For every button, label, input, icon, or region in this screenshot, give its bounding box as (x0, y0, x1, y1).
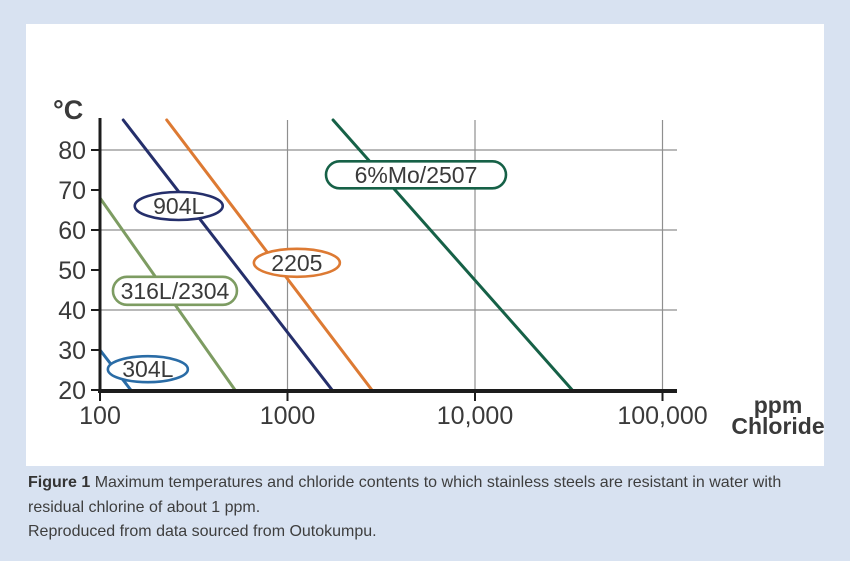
caption-body: Maximum temperatures and chloride conten… (28, 474, 782, 516)
y-tick-label-40: 40 (58, 297, 86, 325)
series-bubble-316L/2304 (111, 275, 239, 307)
x-axis-unit-label-2: Chloride (731, 413, 824, 439)
series-bubble-label-2205: 2205 (271, 250, 322, 276)
series-bubble-label-304L: 304L (122, 356, 173, 382)
y-tick-label-70: 70 (58, 177, 86, 205)
series-bubble-label-6%Mo/2507: 6%Mo/2507 (355, 162, 478, 188)
series-bubble-904L (133, 190, 225, 222)
caption-label: Figure 1 (28, 474, 91, 491)
caption-text: Figure 1 Maximum temperatures and chlori… (28, 471, 816, 520)
series-line-904L (121, 118, 334, 392)
caption-source: Reproduced from data sourced from Outoku… (28, 523, 377, 540)
series-bubble-label-316L/2304: 316L/2304 (121, 278, 230, 304)
x-tick-label-10,000: 10,000 (437, 402, 513, 430)
x-tick-label-1000: 1000 (260, 402, 316, 430)
y-tick-label-80: 80 (58, 137, 86, 165)
y-tick-label-30: 30 (58, 337, 86, 365)
y-axis-unit-label: °C (53, 95, 83, 125)
x-axis-unit-label-1: ppm (754, 392, 803, 418)
y-tick-label-50: 50 (58, 257, 86, 285)
x-tick-label-100: 100 (79, 402, 121, 430)
series-bubble-label-904L: 904L (153, 193, 204, 219)
temperature-chloride-chart: 20 30 40 50 60 70 80 100 1000 10,000 100,000 °C ppmC… (53, 95, 824, 439)
y-tick-label-20: 20 (58, 377, 86, 405)
series-bubble-2205 (252, 247, 342, 279)
y-tick-label-60: 60 (58, 217, 86, 245)
x-tick-label-100,000: 100,000 (617, 402, 707, 430)
series-bubble-304L (106, 354, 190, 384)
figure-panel: 20 30 40 50 60 70 80 100 1000 10,000 100,000 °C ppm C… (26, 24, 824, 466)
series-bubble-6%Mo/2507 (324, 160, 508, 190)
figure-caption: Figure 1 Maximum temperatures and chlori… (28, 471, 816, 545)
